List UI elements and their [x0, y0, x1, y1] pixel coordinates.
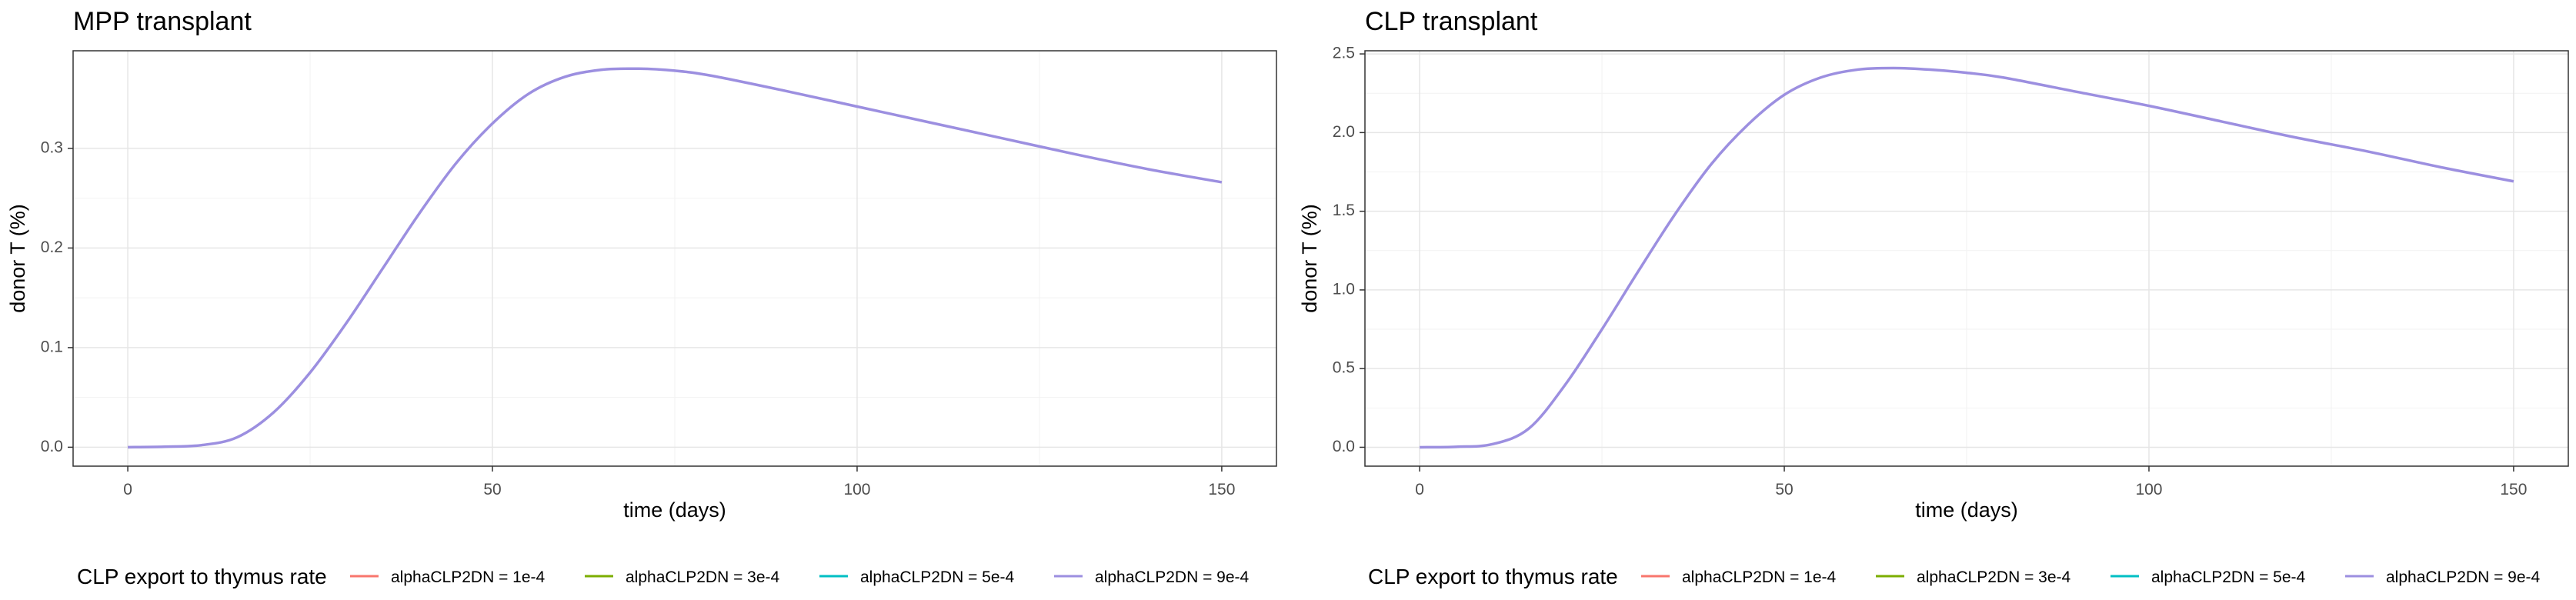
x-tick-label: 150	[2500, 481, 2527, 498]
legend-title: CLP export to thymus rate	[1368, 565, 1618, 588]
legend-entry-label: alphaCLP2DN = 5e-4	[860, 568, 1015, 586]
x-tick-label: 150	[1208, 481, 1235, 498]
x-tick-label: 0	[1415, 481, 1424, 498]
y-tick-label: 0.3	[41, 138, 63, 156]
series-lines	[1420, 66, 2514, 449]
x-tick-label: 50	[1775, 481, 1793, 498]
legend: CLP export to thymus rate alphaCLP2DN = …	[77, 565, 1250, 588]
legend-entry-label: alphaCLP2DN = 3e-4	[1917, 568, 2071, 586]
legend-title: CLP export to thymus rate	[77, 565, 327, 588]
chart-panel-clp: CLP transplant 0.0 0.5 1.0 1.5 2.0 2.5 0…	[1298, 7, 2569, 588]
y-tick-label: 0.2	[41, 238, 63, 256]
legend-entry-label: alphaCLP2DN = 5e-4	[2151, 568, 2306, 586]
y-tick-label: 0.0	[41, 438, 63, 455]
y-tick-label: 1.5	[1333, 202, 1355, 219]
plot-border	[72, 50, 1277, 467]
gridlines	[1360, 51, 2568, 472]
x-axis-label: time (days)	[1915, 498, 2018, 522]
y-tick-label: 0.5	[1333, 359, 1355, 377]
legend-entry-label: alphaCLP2DN = 9e-4	[1095, 568, 1250, 586]
x-tick-label: 50	[483, 481, 501, 498]
legend-entry-label: alphaCLP2DN = 3e-4	[626, 568, 780, 586]
y-tick-label: 0.1	[41, 338, 63, 355]
y-tick-label: 2.0	[1333, 123, 1355, 141]
legend-entry-label: alphaCLP2DN = 1e-4	[391, 568, 546, 586]
x-axis-label: time (days)	[623, 498, 726, 522]
legend-entry-label: alphaCLP2DN = 1e-4	[1682, 568, 1837, 586]
series-line	[1420, 66, 2514, 449]
chart-panel-mpp: MPP transplant 0.0 0.1 0.2 0.3 0 50 100 …	[6, 7, 1277, 588]
series-line	[128, 67, 1223, 449]
legend-entry-label: alphaCLP2DN = 9e-4	[2386, 568, 2541, 586]
x-tick-label: 100	[843, 481, 870, 498]
series-lines	[128, 67, 1223, 449]
y-tick-label: 0.0	[1333, 438, 1355, 455]
plot-border	[1364, 50, 2569, 467]
y-axis-label: donor T (%)	[1298, 204, 1321, 313]
chart-title: MPP transplant	[73, 7, 252, 36]
x-tick-label: 100	[2135, 481, 2162, 498]
chart-title: CLP transplant	[1365, 7, 1538, 36]
y-tick-label: 2.5	[1333, 45, 1355, 62]
x-tick-label: 0	[123, 481, 132, 498]
gridlines	[68, 51, 1276, 472]
y-axis-label: donor T (%)	[6, 204, 29, 313]
legend: CLP export to thymus rate alphaCLP2DN = …	[1368, 565, 2541, 588]
y-tick-label: 1.0	[1333, 280, 1355, 298]
